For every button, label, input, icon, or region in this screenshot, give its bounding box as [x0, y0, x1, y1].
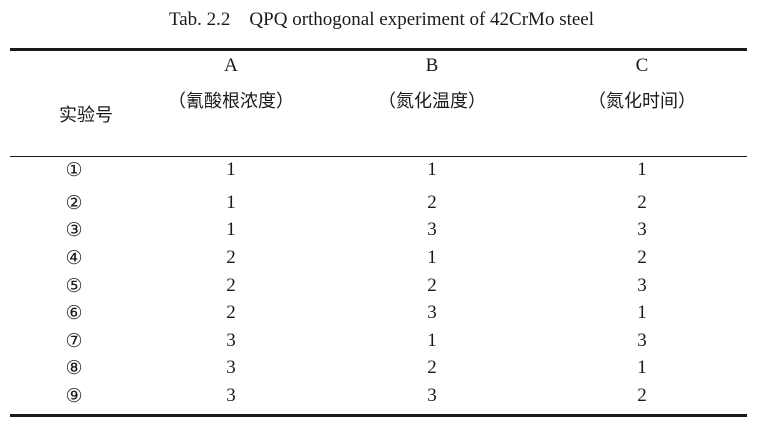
- cell-factor-c: 3: [637, 219, 647, 240]
- experiment-number: ②: [65, 192, 83, 214]
- header-experiment-number: 实验号: [59, 105, 113, 126]
- header-factor-b-description: （氮化温度）: [378, 91, 486, 112]
- experiment-number: ⑥: [65, 302, 83, 324]
- cell-factor-b: 3: [427, 385, 437, 406]
- table-row: ② 1 2 2: [0, 191, 763, 215]
- header-rule: [10, 156, 747, 157]
- cell-factor-b: 2: [427, 192, 437, 213]
- cell-factor-c: 2: [637, 247, 647, 268]
- cell-factor-c: 2: [637, 385, 647, 406]
- cell-factor-b: 1: [427, 159, 437, 180]
- cell-factor-c: 1: [637, 357, 647, 378]
- cell-factor-b: 2: [427, 275, 437, 296]
- cell-factor-c: 2: [637, 192, 647, 213]
- header-factor-a-description: （氰酸根浓度）: [168, 91, 294, 112]
- header-factor-c-description: （氮化时间）: [588, 91, 696, 112]
- cell-factor-a: 3: [226, 357, 236, 378]
- cell-factor-c: 3: [637, 330, 647, 351]
- cell-factor-b: 1: [427, 247, 437, 268]
- cell-factor-b: 2: [427, 357, 437, 378]
- cell-factor-a: 2: [226, 275, 236, 296]
- table-row: ① 1 1 1: [0, 158, 763, 182]
- cell-factor-a: 1: [226, 159, 236, 180]
- top-rule: [10, 48, 747, 51]
- table-row: ⑤ 2 2 3: [0, 274, 763, 298]
- table-row: ⑦ 3 1 3: [0, 329, 763, 353]
- cell-factor-c: 1: [637, 159, 647, 180]
- table-row: ④ 2 1 2: [0, 246, 763, 270]
- cell-factor-c: 3: [637, 275, 647, 296]
- cell-factor-a: 2: [226, 247, 236, 268]
- table-row: ⑥ 2 3 1: [0, 301, 763, 325]
- cell-factor-a: 1: [226, 192, 236, 213]
- experiment-number: ⑤: [65, 275, 83, 297]
- header-factor-c: C: [635, 55, 649, 76]
- table-row: ⑧ 3 2 1: [0, 356, 763, 380]
- header-factor-a: A: [224, 55, 238, 76]
- cell-factor-a: 2: [226, 302, 236, 323]
- table-caption: Tab. 2.2 QPQ orthogonal experiment of 42…: [168, 9, 595, 30]
- table-row: ⑨ 3 3 2: [0, 384, 763, 408]
- cell-factor-a: 3: [226, 385, 236, 406]
- cell-factor-a: 1: [226, 219, 236, 240]
- experiment-number: ④: [65, 247, 83, 269]
- cell-factor-b: 1: [427, 330, 437, 351]
- experiment-number: ⑦: [65, 330, 83, 352]
- experiment-number: ①: [65, 159, 83, 181]
- experiment-number: ⑨: [65, 385, 83, 407]
- header-factor-b: B: [425, 55, 439, 76]
- cell-factor-c: 1: [637, 302, 647, 323]
- cell-factor-b: 3: [427, 302, 437, 323]
- experiment-number: ⑧: [65, 357, 83, 379]
- cell-factor-a: 3: [226, 330, 236, 351]
- table-row: ③ 1 3 3: [0, 218, 763, 242]
- bottom-rule: [10, 414, 747, 417]
- experiment-number: ③: [65, 219, 83, 241]
- cell-factor-b: 3: [427, 219, 437, 240]
